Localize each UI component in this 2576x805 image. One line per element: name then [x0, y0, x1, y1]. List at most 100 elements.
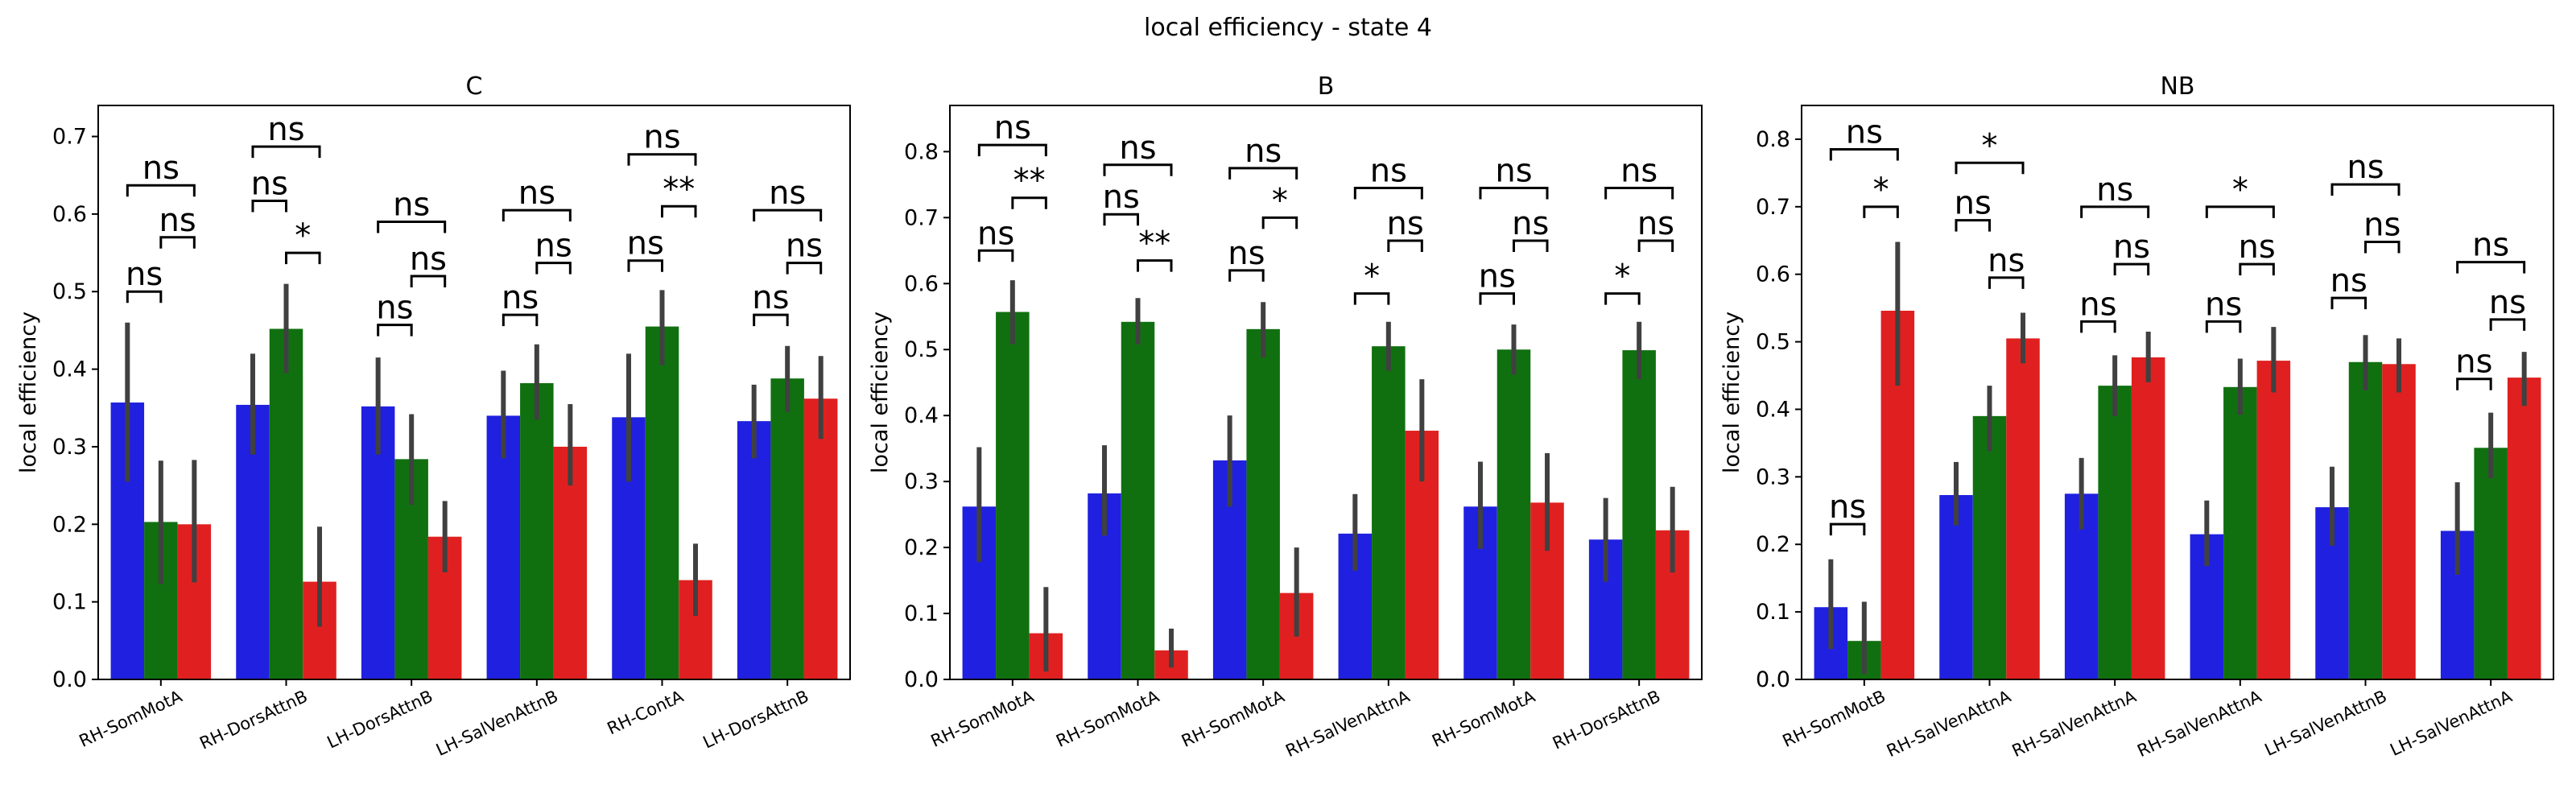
bar — [770, 378, 804, 679]
x-tick-label: LH-DorsAttnB — [700, 687, 812, 753]
significance-label: ns — [2238, 229, 2275, 266]
bar — [2474, 448, 2508, 679]
significance-label: * — [295, 217, 311, 254]
significance-label: ns — [518, 175, 555, 212]
significance-label: ns — [267, 111, 304, 148]
significance-bracket — [2239, 262, 2275, 276]
y-tick-label: 0.6 — [904, 271, 939, 296]
significance-label: ns — [1829, 489, 1866, 526]
significance-bracket — [502, 208, 572, 222]
x-tick-label: RH-SomMotA — [1179, 687, 1288, 751]
bar — [520, 382, 554, 679]
y-tick-label: 0.7 — [904, 205, 939, 230]
bar — [269, 328, 303, 679]
significance-bracket — [1604, 292, 1641, 305]
significance-label: ns — [2113, 229, 2150, 266]
significance-label: ns — [2079, 286, 2116, 323]
axes-frame — [97, 105, 851, 680]
significance-label: ns — [2347, 149, 2384, 186]
panel-title: NB — [2160, 72, 2194, 101]
panel-title: C — [466, 72, 483, 101]
y-tick-label: 0.4 — [904, 403, 939, 428]
y-tick-label: 0.0 — [904, 667, 939, 692]
significance-bracket — [2113, 262, 2150, 276]
x-tick-label: RH-SalVenAttnA — [1884, 687, 2014, 762]
x-tick-label: RH-DorsAttnB — [1550, 687, 1663, 753]
y-tick-label: 0.8 — [1756, 127, 1790, 152]
significance-label: ns — [2472, 227, 2509, 264]
bar — [803, 398, 838, 679]
bar — [2507, 378, 2541, 679]
y-tick-label: 0.0 — [1756, 667, 1790, 692]
significance-bracket — [1228, 167, 1298, 180]
significance-bracket — [1353, 186, 1423, 200]
significance-label: ** — [1138, 225, 1170, 262]
significance-bracket — [126, 184, 196, 197]
significance-label: ns — [1370, 152, 1407, 189]
y-tick-label: 0.3 — [1756, 464, 1790, 489]
significance-label: * — [1614, 258, 1630, 295]
significance-bracket — [2080, 320, 2116, 333]
bar — [1496, 349, 1531, 679]
x-tick-label: RH-SalVenAttnA — [2134, 687, 2264, 762]
significance-bracket — [2330, 296, 2367, 310]
y-tick-label: 0.3 — [904, 469, 939, 494]
bar — [737, 421, 771, 679]
x-tick-label: RH-SomMotA — [1053, 687, 1162, 751]
significance-bracket — [977, 143, 1047, 157]
bar — [2348, 361, 2383, 679]
significance-label: ** — [663, 171, 695, 208]
significance-label: ns — [1495, 152, 1532, 189]
y-tick-label: 0.7 — [52, 125, 87, 150]
significance-label: ns — [1637, 205, 1674, 242]
significance-label: * — [1982, 127, 1998, 164]
bar — [645, 326, 679, 679]
bar — [2098, 386, 2132, 679]
bar — [2006, 338, 2040, 679]
significance-label: ns — [977, 215, 1014, 252]
significance-bracket — [502, 313, 539, 327]
significance-bracket — [1228, 269, 1265, 282]
significance-label: ns — [752, 279, 789, 316]
y-tick-label: 0.6 — [52, 202, 87, 227]
significance-bracket — [2456, 261, 2526, 274]
significance-bracket — [159, 236, 196, 249]
significance-bracket — [977, 249, 1014, 262]
x-tick-label: RH-SalVenAttnA — [1282, 687, 1413, 762]
bar — [1972, 415, 2007, 679]
bar — [1939, 495, 1973, 679]
x-tick-label: LH-SalVenAttnA — [2387, 687, 2516, 760]
significance-label: ns — [1955, 185, 1992, 222]
y-tick-label: 0.5 — [904, 337, 939, 362]
significance-label: ns — [1386, 205, 1423, 242]
significance-bracket — [1479, 186, 1549, 200]
significance-bracket — [1353, 292, 1390, 305]
significance-bracket — [410, 275, 447, 287]
y-axis-label: local efficiency — [1719, 312, 1744, 473]
significance-label: * — [2232, 171, 2248, 208]
significance-label: ns — [376, 290, 413, 327]
significance-label: ns — [1479, 258, 1516, 295]
y-tick-label: 0.1 — [52, 590, 87, 615]
significance-label: ns — [786, 228, 823, 265]
significance-label: ns — [2096, 171, 2133, 208]
significance-bracket — [1988, 276, 2025, 289]
significance-label: ns — [393, 187, 430, 224]
x-tick-label: RH-SomMotA — [1429, 687, 1538, 751]
y-tick-label: 0.2 — [52, 512, 87, 537]
significance-label: ns — [1103, 179, 1140, 216]
significance-label: ** — [1013, 163, 1046, 200]
significance-label: ns — [535, 228, 572, 265]
panel-title: B — [1318, 72, 1335, 101]
y-tick-label: 0.5 — [52, 279, 87, 304]
y-tick-label: 0.1 — [904, 601, 939, 626]
significance-bracket — [627, 259, 663, 272]
significance-label: ns — [769, 175, 806, 212]
significance-bracket — [2080, 205, 2150, 218]
significance-bracket — [1604, 186, 1674, 200]
x-tick-label: RH-DorsAttnB — [196, 687, 310, 753]
y-axis-label: local efficiency — [16, 312, 41, 473]
significance-label: ns — [2489, 284, 2526, 321]
